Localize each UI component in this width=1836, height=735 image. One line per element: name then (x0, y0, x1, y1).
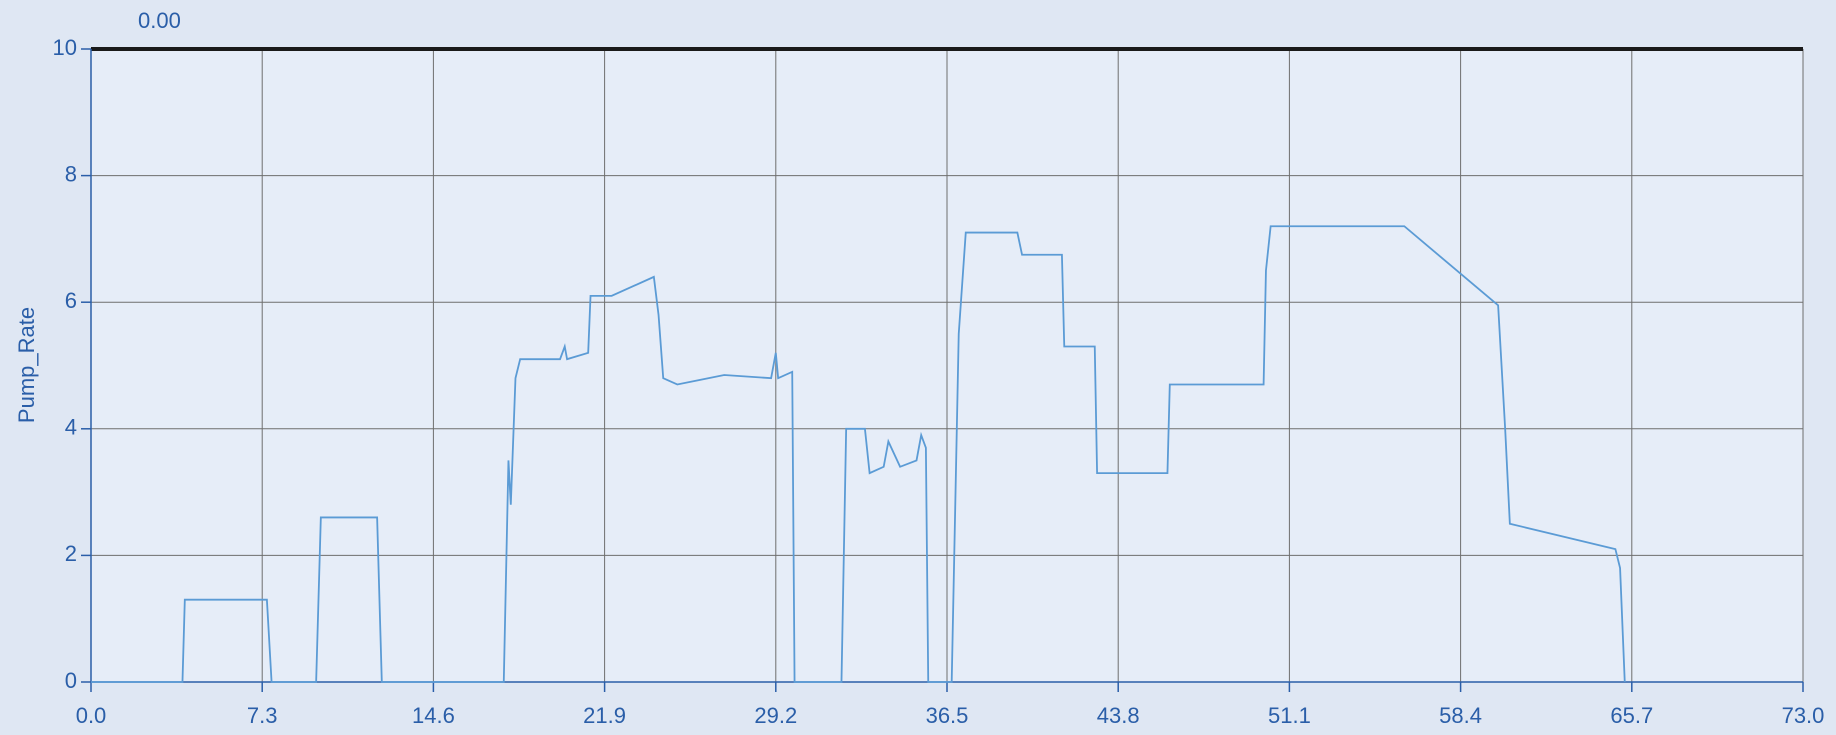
x-tick-label: 73.0 (1782, 703, 1825, 728)
x-tick-label: 36.5 (926, 703, 969, 728)
y-tick-label: 2 (65, 541, 77, 566)
y-tick-label: 10 (53, 35, 77, 60)
annotation: 0.00 (138, 8, 181, 33)
x-tick-label: 51.1 (1268, 703, 1311, 728)
x-tick-label: 14.6 (412, 703, 455, 728)
y-tick-label: 4 (65, 415, 77, 440)
y-tick-label: 6 (65, 288, 77, 313)
x-tick-label: 0.0 (76, 703, 107, 728)
y-tick-label: 0 (65, 668, 77, 693)
x-tick-label: 29.2 (754, 703, 797, 728)
x-tick-label: 7.3 (247, 703, 278, 728)
x-tick-label: 65.7 (1610, 703, 1653, 728)
y-axis-label: Pump_Rate (14, 307, 39, 423)
x-tick-label: 21.9 (583, 703, 626, 728)
x-tick-label: 58.4 (1439, 703, 1482, 728)
x-tick-label: 43.8 (1097, 703, 1140, 728)
y-tick-label: 8 (65, 161, 77, 186)
data-line (91, 225, 1626, 683)
